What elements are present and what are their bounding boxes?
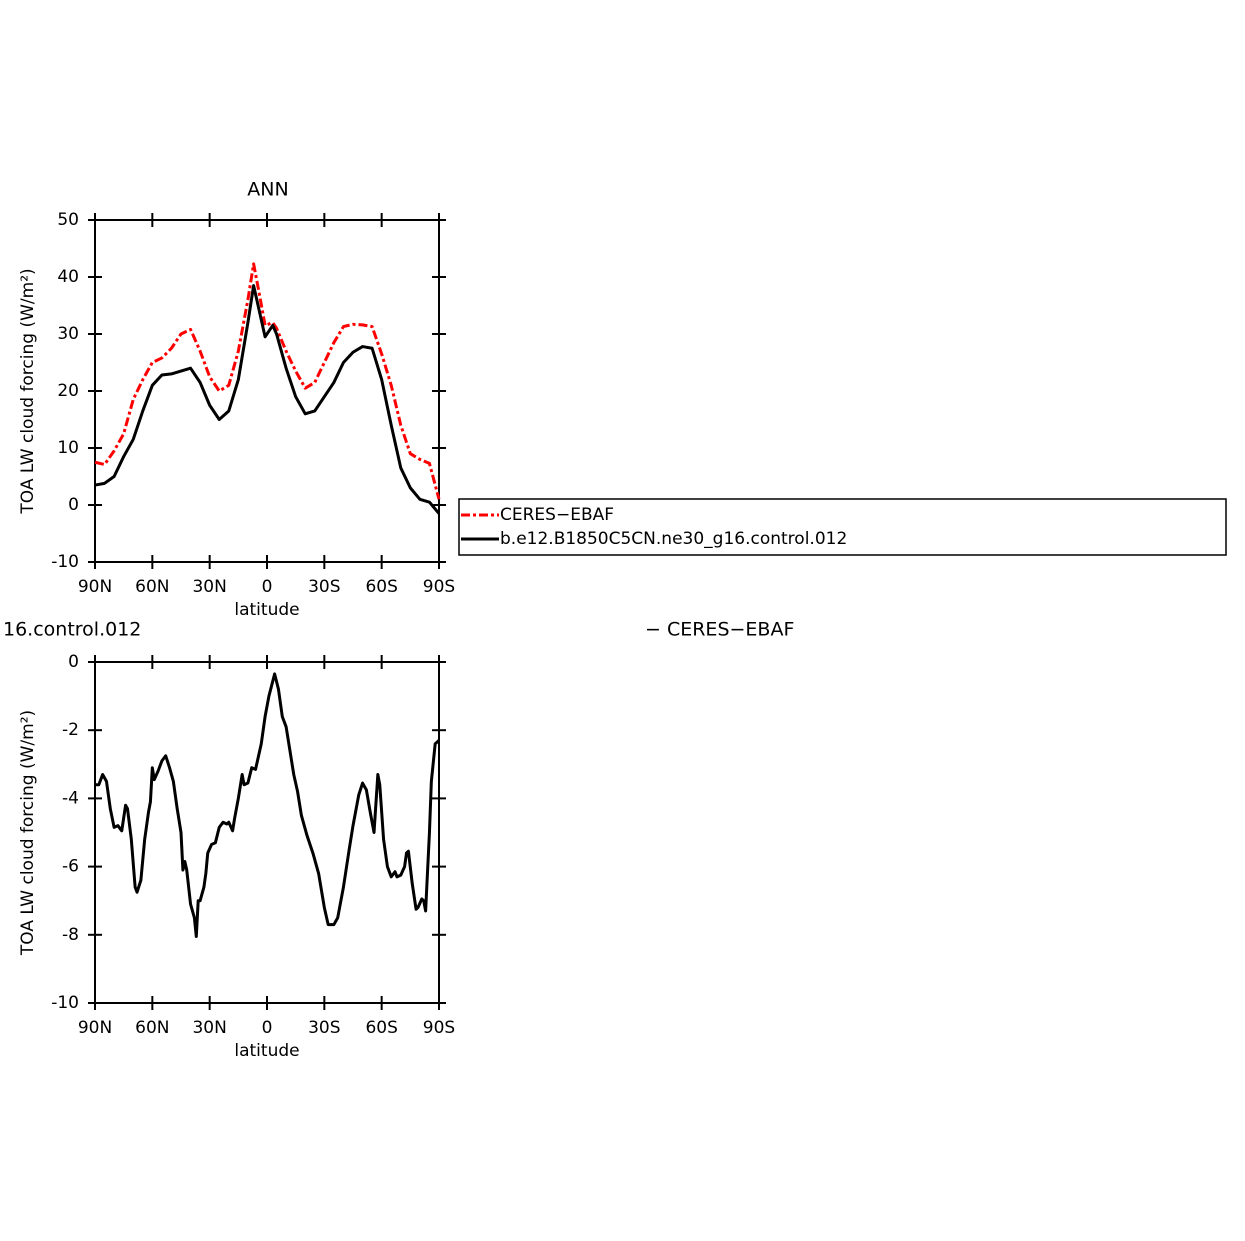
y-tick-label: 0 xyxy=(68,652,79,672)
y-tick-label: -6 xyxy=(62,857,79,877)
x-tick-label: 90S xyxy=(423,577,455,597)
x-tick-label: 0 xyxy=(262,577,273,597)
chart-title: 16.control.012 xyxy=(3,619,141,641)
x-tick-label: 90N xyxy=(78,1018,112,1038)
x-tick-label: 30N xyxy=(192,577,226,597)
legend-label: b.e12.B1850C5CN.ne30_g16.control.012 xyxy=(500,529,847,549)
y-tick-label: 30 xyxy=(57,324,79,344)
x-tick-label: 60N xyxy=(135,577,169,597)
x-axis-label: latitude xyxy=(234,1041,299,1061)
y-tick-label: -4 xyxy=(62,788,79,808)
chart-title-right: − CERES−EBAF xyxy=(645,619,794,641)
x-axis-label: latitude xyxy=(234,600,299,620)
x-tick-label: 30S xyxy=(308,577,340,597)
y-axis-label: TOA LW cloud forcing (W/m²) xyxy=(18,268,38,514)
y-tick-label: 50 xyxy=(57,210,79,230)
y-tick-label: -10 xyxy=(51,552,79,572)
x-tick-label: 60N xyxy=(135,1018,169,1038)
x-tick-label: 30S xyxy=(308,1018,340,1038)
series-line xyxy=(94,262,441,500)
series-line xyxy=(94,284,441,515)
x-tick-label: 60S xyxy=(365,577,397,597)
y-tick-label: 0 xyxy=(68,495,79,515)
y-axis-label: TOA LW cloud forcing (W/m²) xyxy=(18,710,38,956)
series-line xyxy=(95,672,440,939)
y-tick-label: 20 xyxy=(57,381,79,401)
y-tick-label: 10 xyxy=(57,438,79,458)
x-tick-label: 90N xyxy=(78,577,112,597)
x-tick-label: 0 xyxy=(262,1018,273,1038)
y-tick-label: 40 xyxy=(57,267,79,287)
plot-frame xyxy=(94,219,440,563)
x-tick-label: 90S xyxy=(423,1018,455,1038)
legend-box xyxy=(458,498,1227,556)
x-tick-label: 60S xyxy=(365,1018,397,1038)
x-tick-label: 30N xyxy=(192,1018,226,1038)
y-tick-label: -10 xyxy=(51,993,79,1013)
legend-label: CERES−EBAF xyxy=(500,505,614,525)
y-tick-label: -2 xyxy=(62,720,79,740)
y-tick-label: -8 xyxy=(62,925,79,945)
chart-title: ANN xyxy=(247,179,288,201)
